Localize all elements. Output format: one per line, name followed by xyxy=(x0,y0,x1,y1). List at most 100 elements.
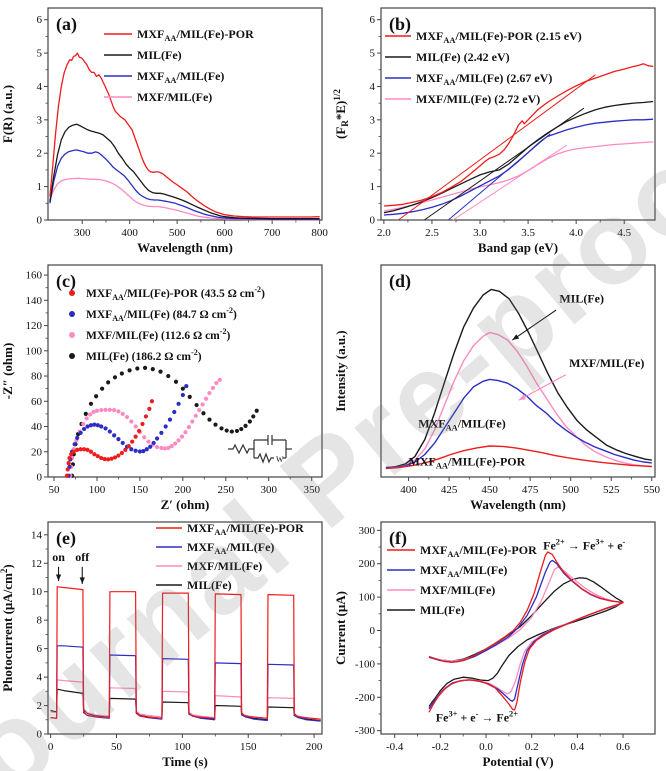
series-pink-scatter xyxy=(68,377,222,478)
x-tick-label: 50 xyxy=(49,484,61,496)
panel-c-eis-nyquist: 50 100 150 200 250 300 350 0 20 40 60 80 100 120 140 16… xyxy=(0,257,333,514)
x-tick-label: -0.4 xyxy=(386,741,404,753)
panel-e-photocurrent: 0 50 100 150 200 0 2 4 6 8 10 12 14 Time (s) Photocurr… xyxy=(0,514,333,771)
legend-label: MIL(Fe) (2.42 eV) xyxy=(416,50,510,64)
legend-label: MIL(Fe) (186.2 Ω cm-2) xyxy=(86,348,202,363)
x-axis-label: Z′ (ohm) xyxy=(161,497,210,512)
panel-f-cyclic-voltammetry: -0.4 -0.2 0.0 0.2 0.4 0.6 -300 -200 -100 0 100 200 3… xyxy=(333,514,666,771)
annotation-arrow xyxy=(518,374,567,401)
annotation-text: MXFAA/MIL(Fe) xyxy=(418,416,505,432)
series-blue-line xyxy=(49,149,320,220)
y-tick-label: 40 xyxy=(31,421,43,433)
legend-label: MXFAA/MIL(Fe) xyxy=(137,69,224,85)
y-tick-label: 0 xyxy=(370,215,376,227)
series-red-line xyxy=(383,63,654,207)
annotation-text: on xyxy=(52,550,65,564)
chart-a-uvvis-drs: 300 400 500 600 700 800 0 1 2 3 4 5 6 Wavelength (nm)… xyxy=(0,7,328,255)
legend-label: MXFAA/MIL(Fe) (2.67 eV) xyxy=(416,71,552,87)
x-tick-label: 0.6 xyxy=(616,741,630,753)
legend-label: MXFAA/MIL(Fe)-POR xyxy=(137,27,254,43)
plot-frame xyxy=(47,521,323,735)
x-tick-label: 350 xyxy=(303,484,320,496)
legend-label: MXFAA/MIL(Fe) (84.7 Ω cm-2) xyxy=(86,306,237,323)
y-tick-label: 5 xyxy=(370,48,376,60)
series-pink-line xyxy=(383,141,654,212)
x-tick-label: 200 xyxy=(175,484,192,496)
annotation-text: off xyxy=(75,550,90,564)
series-red-line xyxy=(428,551,624,713)
legend-label: MIL(Fe) xyxy=(187,578,232,592)
x-axis-label: Time (s) xyxy=(162,754,208,769)
y-axis-label: Intensity (a.u.) xyxy=(333,330,348,411)
chart-e-photocurrent: 0 50 100 150 200 0 2 4 6 8 10 12 14 Time (s) Photocurr… xyxy=(0,521,323,769)
svg-text:W: W xyxy=(276,455,284,464)
x-tick-label: 200 xyxy=(306,741,323,753)
legend-label: MXF/MIL(Fe) xyxy=(137,90,212,104)
annotation-arrowhead xyxy=(79,577,85,584)
x-tick-label: 400 xyxy=(121,227,138,239)
y-axis-label: (FR*E)1/2 xyxy=(333,89,350,139)
series-red-line xyxy=(50,586,321,720)
y-tick-label: 140 xyxy=(26,295,43,307)
series-red-line xyxy=(398,74,596,221)
x-tick-label: 3.0 xyxy=(473,227,487,239)
y-tick-label: 2 xyxy=(37,148,43,160)
y-tick-label: 1 xyxy=(37,181,43,193)
y-tick-label: 80 xyxy=(31,371,43,383)
series-blue-line xyxy=(50,645,321,722)
x-tick-label: 525 xyxy=(603,484,620,496)
x-tick-label: 400 xyxy=(400,484,417,496)
x-tick-label: 450 xyxy=(481,484,498,496)
x-tick-label: 150 xyxy=(132,484,149,496)
y-tick-label: 14 xyxy=(31,529,43,541)
annotation-text: MXFAA/MIL(Fe)-POR xyxy=(409,455,526,471)
y-axis-label: F(R) (a.u.) xyxy=(0,85,15,143)
legend-label: MXF/MIL(Fe) (112.6 Ω cm-2) xyxy=(86,327,230,342)
x-tick-label: 0.0 xyxy=(479,741,493,753)
legend-label: MIL(Fe) xyxy=(137,48,182,62)
panel-letter-label: (b) xyxy=(389,14,411,35)
chart-d-pl-spectra: 400 425 450 475 500 525 550 Wavelength (nm) Inte… xyxy=(333,264,661,512)
series-black-line xyxy=(49,123,320,220)
x-tick-label: 550 xyxy=(644,484,661,496)
legend-label: MIL(Fe) xyxy=(420,603,465,617)
y-tick-label: 3 xyxy=(370,114,376,126)
legend-label: MXF/MIL(Fe) xyxy=(420,583,495,597)
y-axis-label: Photocurrent (μA/cm2) xyxy=(0,564,15,692)
annotation-arrowhead xyxy=(512,334,520,341)
y-tick-label: 0 xyxy=(370,625,376,637)
series-black-scatter xyxy=(69,365,259,478)
legend-dot-marker xyxy=(69,353,75,359)
x-axis-label: Potential (V) xyxy=(482,754,553,769)
y-tick-label: 0 xyxy=(37,729,43,741)
y-tick-label: 60 xyxy=(31,396,43,408)
y-tick-label: 2 xyxy=(370,148,376,160)
y-tick-label: -300 xyxy=(355,725,376,737)
panel-letter-label: (e) xyxy=(56,528,76,549)
y-tick-label: 100 xyxy=(359,592,376,604)
panel-d-pl-spectra: 400 425 450 475 500 525 550 Wavelength (nm) Inte… xyxy=(333,257,666,514)
legend-label: MXFAA/MIL(Fe)-POR xyxy=(187,521,304,537)
annotation-arrow xyxy=(512,309,557,341)
x-tick-label: 100 xyxy=(89,484,106,496)
series-red-line xyxy=(385,445,652,470)
plot-frame xyxy=(380,7,656,221)
y-tick-label: 8 xyxy=(37,615,43,627)
panel-letter-label: (f) xyxy=(389,528,407,549)
x-tick-label: 0.2 xyxy=(525,741,539,753)
x-tick-label: -0.2 xyxy=(432,741,449,753)
x-tick-label: 425 xyxy=(441,484,458,496)
panel-letter-label: (c) xyxy=(56,271,76,292)
series-black-line xyxy=(385,288,652,469)
y-tick-label: 120 xyxy=(26,320,43,332)
y-tick-label: 20 xyxy=(31,446,43,458)
x-axis-label: Wavelength (nm) xyxy=(470,497,566,512)
series-pink-line xyxy=(452,144,567,221)
y-tick-label: 300 xyxy=(359,525,376,537)
x-tick-label: 2.0 xyxy=(377,227,391,239)
series-blue-line xyxy=(385,378,652,469)
annotation-arrowhead xyxy=(518,394,526,401)
legend-label: MXFAA/MIL(Fe)-POR (2.15 eV) xyxy=(416,29,582,45)
y-tick-label: 4 xyxy=(370,81,376,93)
